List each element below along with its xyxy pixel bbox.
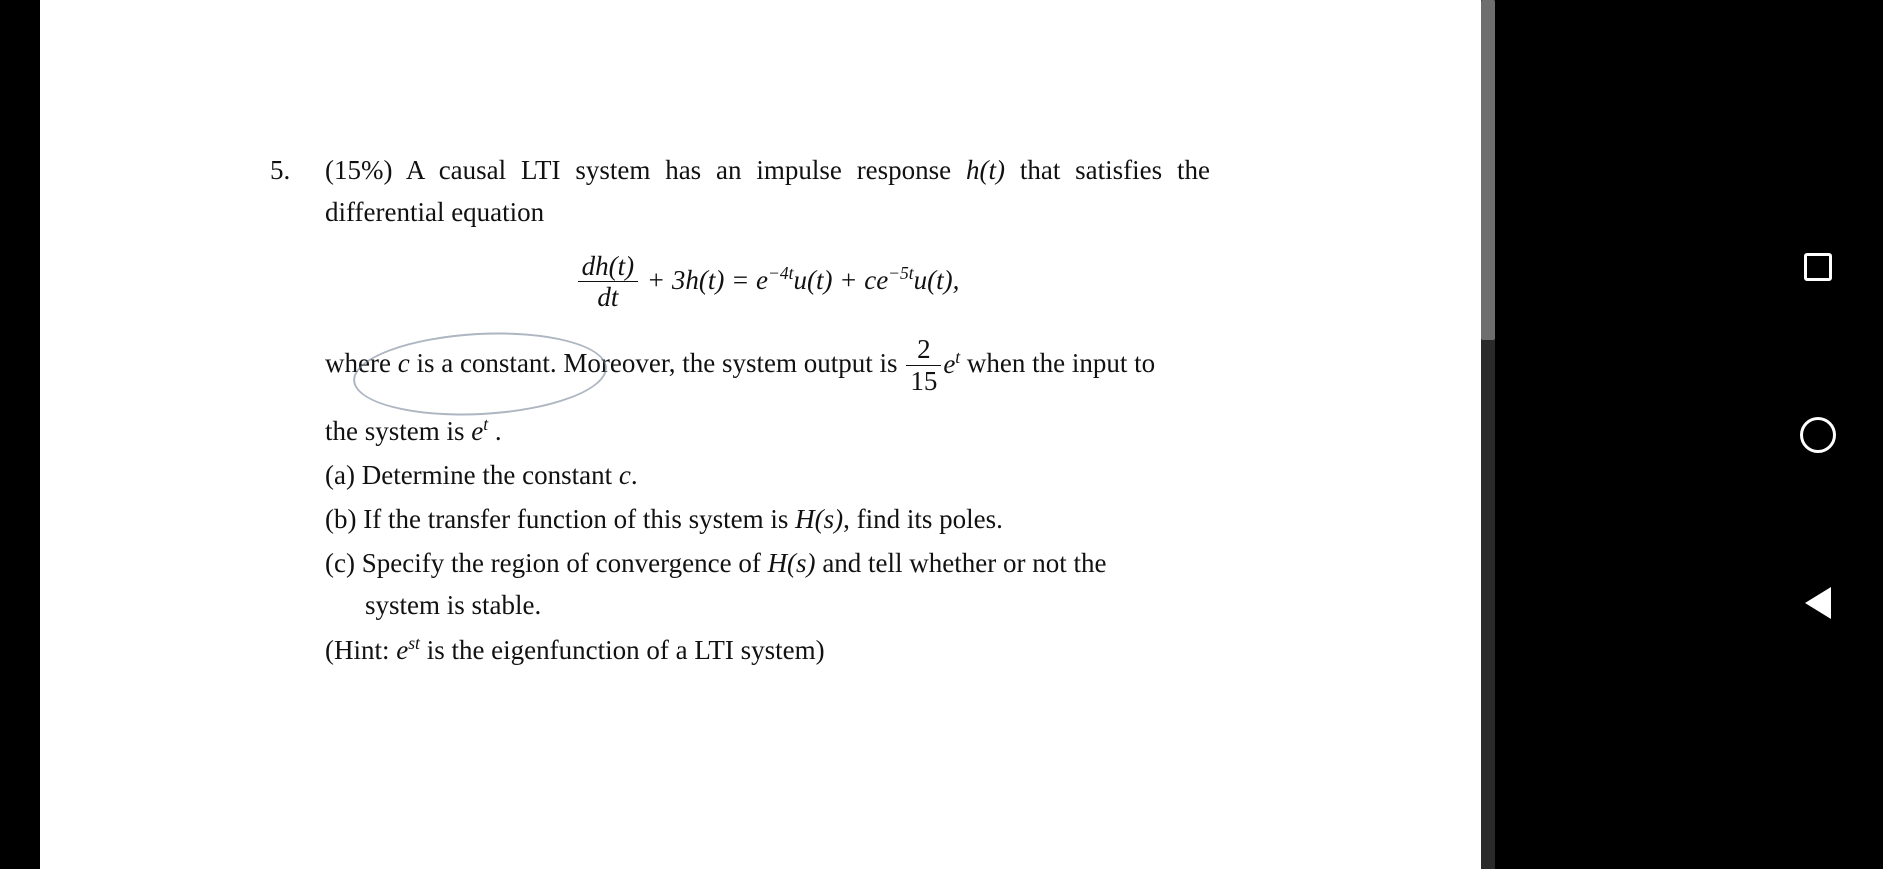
context-line-1: where c is a constant. Moreover, the sys… — [325, 335, 1210, 397]
android-nav-bar — [1753, 0, 1883, 869]
part-c-label: (c) — [325, 548, 355, 578]
eq-mid-2: u(t) + ce — [794, 265, 889, 295]
h-of-t: h(t) — [966, 155, 1005, 185]
scrollbar-thumb[interactable] — [1481, 0, 1495, 340]
part-c-H: H(s) — [768, 548, 816, 578]
e-t-input: et — [471, 416, 488, 446]
eq-tail: u(t), — [914, 265, 960, 295]
part-a-text: Determine the constant — [355, 460, 619, 490]
part-a-label: (a) — [325, 460, 355, 490]
hint-line: (Hint: est is the eigenfunction of a LTI… — [325, 630, 1210, 672]
hint-tail: is the eigenfunction of a LTI system) — [420, 635, 825, 665]
recent-apps-button[interactable] — [1799, 248, 1837, 286]
part-c-text-1: Specify the region of convergence of — [355, 548, 768, 578]
context-line-2: the system is et . — [325, 411, 1210, 453]
system-is-text: the system is — [325, 416, 471, 446]
eq-exp2: −5t — [888, 263, 913, 283]
triangle-icon — [1805, 587, 1831, 619]
part-a-tail: . — [631, 460, 638, 490]
hint-label: (Hint: — [325, 635, 396, 665]
frac-top: dh(t) — [578, 252, 638, 283]
back-button[interactable] — [1799, 584, 1837, 622]
eq-exp1: −4t — [768, 263, 793, 283]
part-c-text-3: system is stable. — [365, 590, 541, 620]
two-fifteenths: 2 15 — [906, 335, 941, 397]
eq-mid-1: + 3h(t) = e — [640, 265, 768, 295]
frac2-top: 2 — [906, 335, 941, 366]
hint-e-st: est — [396, 635, 420, 665]
e-t-output: et — [943, 349, 960, 379]
problem-number: 5. — [270, 150, 325, 626]
part-b-text: If the transfer function of this system … — [356, 504, 795, 534]
part-b-label: (b) — [325, 504, 356, 534]
part-b-H: H(s) — [795, 504, 843, 534]
part-c-cont: system is stable. — [325, 585, 1210, 627]
problem-intro: (15%) A causal LTI system has an impulse… — [325, 150, 1210, 234]
hint-e-sup: st — [408, 633, 420, 653]
part-b: (b) If the transfer function of this sys… — [325, 499, 1210, 541]
e-base-2: e — [471, 416, 483, 446]
frac2-bot: 15 — [906, 366, 941, 397]
differential-equation: dh(t) dt + 3h(t) = e−4tu(t) + ce−5tu(t), — [325, 252, 1210, 314]
document-page: 5. (15%) A causal LTI system has an impu… — [40, 0, 1485, 869]
square-icon — [1804, 253, 1832, 281]
frac-bot: dt — [578, 282, 638, 313]
dhdt-fraction: dh(t) dt — [578, 252, 638, 314]
constant-c: c — [398, 349, 410, 379]
part-c-text-2: and tell whether or not the — [816, 548, 1107, 578]
problem-5: 5. (15%) A causal LTI system has an impu… — [270, 150, 1210, 626]
part-b-tail: , find its poles. — [843, 504, 1003, 534]
circle-icon — [1800, 417, 1836, 453]
part-a: (a) Determine the constant c. — [325, 455, 1210, 497]
where-text: where — [325, 349, 398, 379]
when-input-text: when the input to — [960, 349, 1155, 379]
hint-e-base: e — [396, 635, 408, 665]
period-1: . — [488, 416, 502, 446]
viewport: 5. (15%) A causal LTI system has an impu… — [0, 0, 1883, 869]
home-button[interactable] — [1799, 416, 1837, 454]
problem-content: 5. (15%) A causal LTI system has an impu… — [270, 150, 1210, 672]
weight: (15%) — [325, 155, 392, 185]
problem-body: (15%) A causal LTI system has an impulse… — [325, 150, 1210, 626]
e-base: e — [943, 349, 955, 379]
part-c: (c) Specify the region of convergence of… — [325, 543, 1210, 585]
intro-text-1: A causal LTI system has an impulse respo… — [406, 155, 966, 185]
is-constant-text: is a constant. Moreover, the system outp… — [410, 349, 905, 379]
part-a-c: c — [619, 460, 631, 490]
